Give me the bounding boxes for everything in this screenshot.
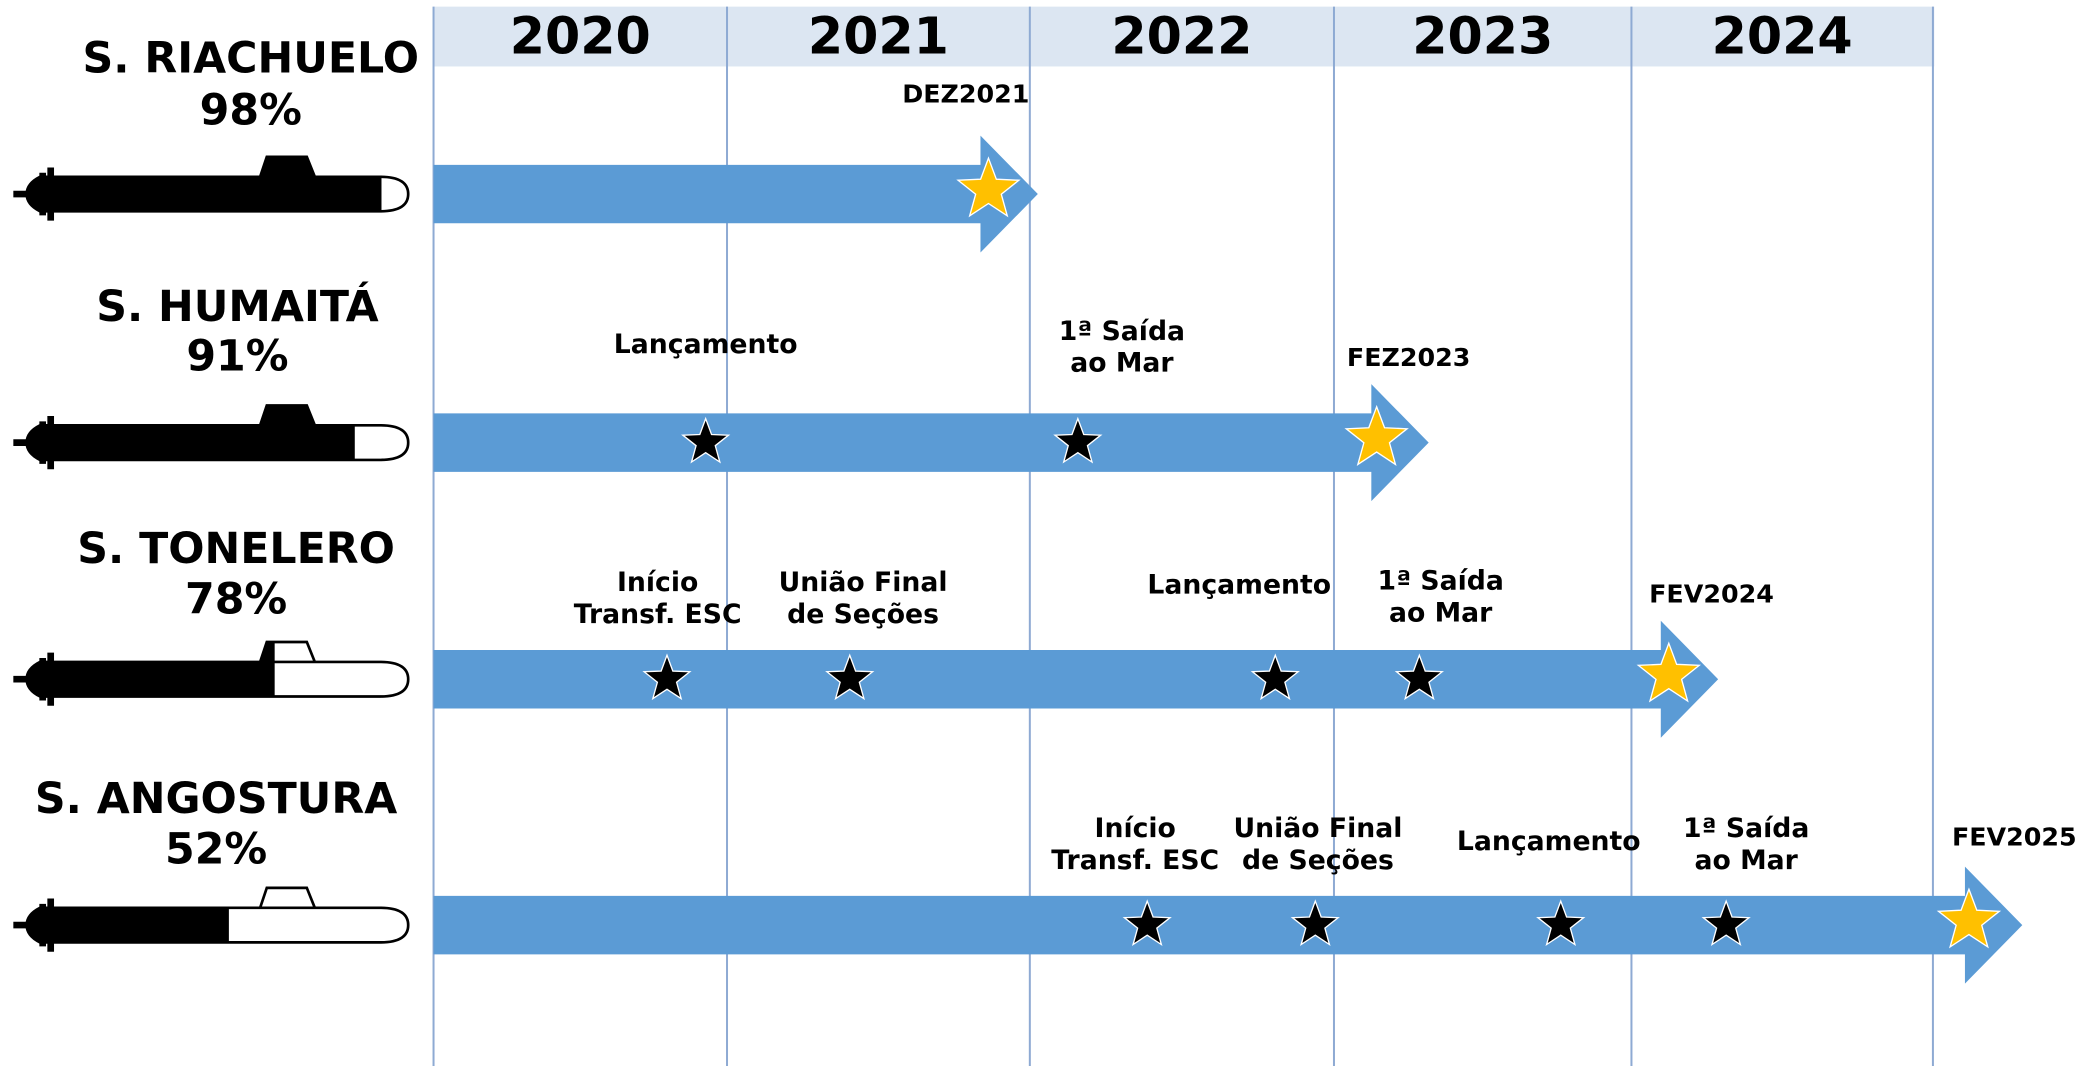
tail — [13, 653, 50, 706]
end-date-label: DEZ2021 — [902, 80, 1029, 109]
hull-fill — [27, 405, 409, 459]
milestone-label: Transf. ESC — [574, 599, 742, 630]
submarine-name: S. TONELERO — [77, 524, 395, 574]
milestone-label: ao Mar — [1695, 845, 1799, 876]
tail — [13, 167, 50, 220]
milestone-label: Transf. ESC — [1051, 845, 1219, 876]
milestone-label: de Seções — [1242, 845, 1394, 876]
milestone-label: Início — [1095, 813, 1176, 844]
completion-percent: 78% — [185, 575, 287, 625]
progress-arrow — [434, 384, 1429, 501]
milestone-label: ao Mar — [1070, 348, 1174, 379]
progress-arrow — [434, 621, 1719, 738]
end-date-label: FEZ2023 — [1347, 343, 1470, 372]
milestone-label: 1ª Saída — [1683, 813, 1809, 844]
year-label: 2021 — [808, 6, 949, 65]
milestone-label: de Seções — [787, 599, 939, 630]
page: 2020 2021 2022 2023 2024 S. RIACHUELO98% DEZ20… — [0, 0, 2085, 1066]
progress-arrow — [434, 136, 1038, 253]
milestone-label: União Final — [779, 567, 948, 598]
milestone-label: Início — [617, 567, 698, 598]
completion-percent: 98% — [200, 86, 302, 136]
tail — [13, 416, 50, 469]
tail — [13, 899, 50, 952]
milestone-label: 1ª Saída — [1059, 316, 1185, 347]
year-label: 2022 — [1111, 6, 1252, 65]
submarine-name: S. HUMAITÁ — [96, 281, 378, 332]
submarine-icon — [13, 888, 408, 952]
completion-percent: 91% — [186, 331, 288, 381]
milestone-label: Lançamento — [614, 329, 798, 360]
end-date-label: FEV2025 — [1952, 823, 2077, 852]
milestone-label: União Final — [1234, 813, 1403, 844]
milestone-label: 1ª Saída — [1378, 566, 1504, 597]
hull-fill — [27, 157, 409, 211]
progress-arrow — [434, 867, 2023, 984]
submarine-icon — [13, 642, 408, 706]
submarine-icon — [13, 157, 408, 221]
completion-percent: 52% — [165, 825, 267, 875]
milestone-label: Lançamento — [1457, 826, 1641, 857]
timeline: 2020 2021 2022 2023 2024 S. RIACHUELO98% DEZ20… — [0, 0, 2085, 1066]
milestone-label: ao Mar — [1389, 598, 1493, 629]
end-date-label: FEV2024 — [1649, 580, 1774, 609]
milestone-label: Lançamento — [1147, 570, 1331, 601]
submarine-name: S. ANGOSTURA — [35, 774, 397, 824]
submarine-name: S. RIACHUELO — [83, 34, 419, 84]
year-label: 2020 — [510, 6, 651, 65]
year-label: 2024 — [1712, 6, 1853, 65]
submarine-icon — [13, 405, 408, 469]
year-label: 2023 — [1412, 6, 1553, 65]
